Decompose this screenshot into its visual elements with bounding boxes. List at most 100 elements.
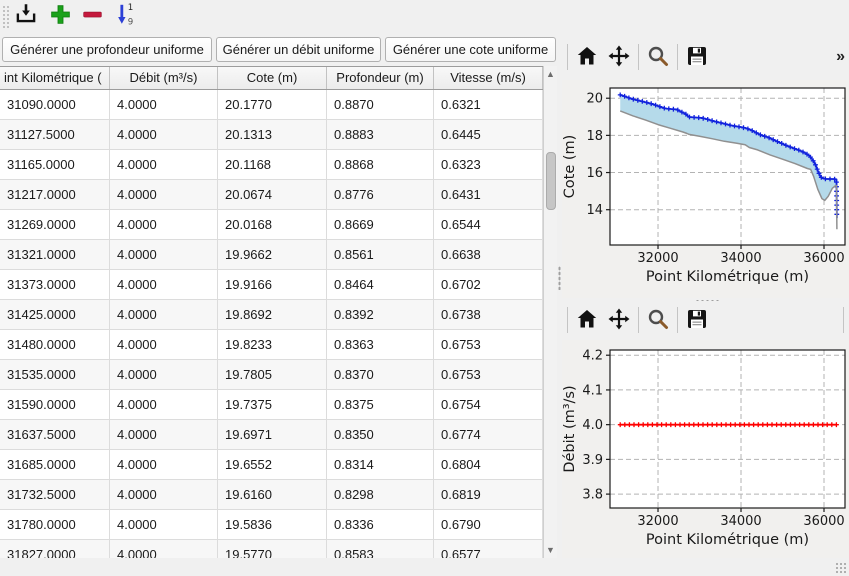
table-cell[interactable]: 0.6577 [434,540,543,558]
table-cell[interactable]: 0.6544 [434,210,543,240]
table-cell[interactable]: 19.6160 [218,480,327,510]
table-cell[interactable]: 0.8363 [327,330,434,360]
table-cell[interactable]: 31590.0000 [0,390,110,420]
table-cell[interactable]: 4.0000 [110,270,218,300]
table-cell[interactable]: 31127.5000 [0,120,110,150]
table-cell[interactable]: 31685.0000 [0,450,110,480]
table-cell[interactable]: 0.6431 [434,180,543,210]
horizontal-splitter[interactable] [562,297,849,303]
table-cell[interactable]: 0.8868 [327,150,434,180]
table-cell[interactable]: 20.1770 [218,90,327,120]
table-cell[interactable]: 0.8375 [327,390,434,420]
remove-row-button[interactable] [78,3,106,30]
table-row[interactable]: 31685.0000 4.0000 19.6552 0.8314 0.6804 [0,450,557,480]
table-cell[interactable]: 0.8370 [327,360,434,390]
table-row[interactable]: 31269.0000 4.0000 20.0168 0.8669 0.6544 [0,210,557,240]
table-cell[interactable]: 0.8392 [327,300,434,330]
generate-debit-button[interactable]: Générer un débit uniforme [216,37,381,62]
table-cell[interactable]: 0.8583 [327,540,434,558]
import-button[interactable] [12,3,40,30]
zoom-button[interactable] [644,307,672,335]
column-header-profondeur[interactable]: Profondeur (m) [327,67,434,89]
table-row[interactable]: 31780.0000 4.0000 19.5836 0.8336 0.6790 [0,510,557,540]
table-cell[interactable]: 19.8692 [218,300,327,330]
resize-grip[interactable] [835,562,846,573]
table-cell[interactable]: 0.6753 [434,360,543,390]
table-cell[interactable]: 0.6323 [434,150,543,180]
table-cell[interactable]: 31269.0000 [0,210,110,240]
table-cell[interactable]: 31425.0000 [0,300,110,330]
table-cell[interactable]: 4.0000 [110,360,218,390]
table-cell[interactable]: 31165.0000 [0,150,110,180]
table-cell[interactable]: 4.0000 [110,480,218,510]
scroll-up-icon[interactable]: ▲ [546,69,555,79]
table-cell[interactable]: 0.8883 [327,120,434,150]
table-cell[interactable]: 19.9662 [218,240,327,270]
table-row[interactable]: 31480.0000 4.0000 19.8233 0.8363 0.6753 [0,330,557,360]
table-row[interactable]: 31535.0000 4.0000 19.7805 0.8370 0.6753 [0,360,557,390]
table-cell[interactable]: 0.6790 [434,510,543,540]
table-cell[interactable]: 4.0000 [110,240,218,270]
table-cell[interactable]: 31827.0000 [0,540,110,558]
zoom-button[interactable] [644,44,672,72]
table-cell[interactable]: 0.6702 [434,270,543,300]
table-cell[interactable]: 0.6445 [434,120,543,150]
table-cell[interactable]: 31780.0000 [0,510,110,540]
table-cell[interactable]: 0.8561 [327,240,434,270]
table-cell[interactable]: 19.6552 [218,450,327,480]
add-row-button[interactable] [46,3,74,30]
scroll-down-icon[interactable]: ▼ [546,545,555,555]
table-cell[interactable]: 31090.0000 [0,90,110,120]
table-row[interactable]: 31637.5000 4.0000 19.6971 0.8350 0.6774 [0,420,557,450]
table-row[interactable]: 31827.0000 4.0000 19.5770 0.8583 0.6577 [0,540,557,558]
table-cell[interactable]: 4.0000 [110,540,218,558]
table-row[interactable]: 31321.0000 4.0000 19.9662 0.8561 0.6638 [0,240,557,270]
save-button[interactable] [683,44,711,72]
table-cell[interactable]: 0.6321 [434,90,543,120]
debit-chart[interactable]: 32000 34000 36000 3.8 3.9 4.0 4.1 4.2 Point Kilo… [562,340,849,558]
table-cell[interactable]: 4.0000 [110,300,218,330]
toolbar-overflow-button[interactable]: » [836,48,845,65]
table-row[interactable]: 31165.0000 4.0000 20.1168 0.8868 0.6323 [0,150,557,180]
table-row[interactable]: 31425.0000 4.0000 19.8692 0.8392 0.6738 [0,300,557,330]
table-cell[interactable]: 20.0674 [218,180,327,210]
table-cell[interactable]: 31732.5000 [0,480,110,510]
table-cell[interactable]: 31373.0000 [0,270,110,300]
table-cell[interactable]: 4.0000 [110,390,218,420]
table-row[interactable]: 31590.0000 4.0000 19.7375 0.8375 0.6754 [0,390,557,420]
table-row[interactable]: 31127.5000 4.0000 20.1313 0.8883 0.6445 [0,120,557,150]
scrollbar-thumb[interactable] [545,152,556,210]
table-cell[interactable]: 19.8233 [218,330,327,360]
table-cell[interactable]: 4.0000 [110,150,218,180]
column-header-vitesse[interactable]: Vitesse (m/s) [434,67,543,89]
save-button[interactable] [683,307,711,335]
table-cell[interactable]: 19.5836 [218,510,327,540]
table-cell[interactable]: 19.7805 [218,360,327,390]
toolbar-drag-handle[interactable] [2,5,9,28]
table-cell[interactable]: 0.6819 [434,480,543,510]
table-cell[interactable]: 4.0000 [110,210,218,240]
table-cell[interactable]: 19.5770 [218,540,327,558]
pan-button[interactable] [605,307,633,335]
table-row[interactable]: 31090.0000 4.0000 20.1770 0.8870 0.6321 [0,90,557,120]
table-cell[interactable]: 0.8314 [327,450,434,480]
table-cell[interactable]: 4.0000 [110,120,218,150]
table-cell[interactable]: 20.1313 [218,120,327,150]
table-cell[interactable]: 4.0000 [110,420,218,450]
table-cell[interactable]: 0.6754 [434,390,543,420]
table-cell[interactable]: 0.8464 [327,270,434,300]
column-header-cote[interactable]: Cote (m) [218,67,327,89]
table-cell[interactable]: 0.8298 [327,480,434,510]
column-header-debit[interactable]: Débit (m³/s) [110,67,218,89]
table-cell[interactable]: 0.8669 [327,210,434,240]
generate-cote-button[interactable]: Générer une cote uniforme [385,37,556,62]
home-button[interactable] [573,44,601,72]
pan-button[interactable] [605,44,633,72]
table-cell[interactable]: 4.0000 [110,180,218,210]
column-header-pk[interactable]: int Kilométrique ( [0,67,110,89]
renumber-button[interactable]: 1 9 [110,3,138,30]
table-cell[interactable]: 4.0000 [110,450,218,480]
table-cell[interactable]: 20.0168 [218,210,327,240]
table-cell[interactable]: 4.0000 [110,90,218,120]
table-cell[interactable]: 31217.0000 [0,180,110,210]
